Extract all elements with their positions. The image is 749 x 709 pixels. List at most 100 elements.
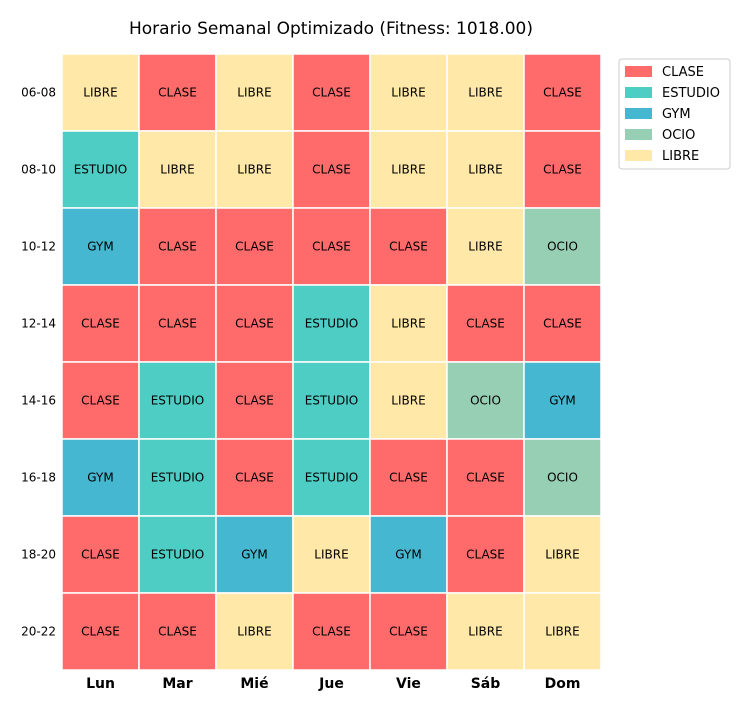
cell-label: LIBRE xyxy=(468,240,502,254)
cell-label: ESTUDIO xyxy=(305,471,359,485)
y-tick-label: 18-20 xyxy=(21,548,56,562)
cell-label: CLASE xyxy=(81,625,120,639)
cell-Lun-20-22: CLASE xyxy=(61,592,140,671)
cell-Vie-20-22: CLASE xyxy=(369,592,448,671)
cell-label: CLASE xyxy=(389,471,428,485)
cell-Dom-08-10: CLASE xyxy=(523,130,602,209)
cell-Lun-18-20: CLASE xyxy=(61,515,140,594)
y-tick-label: 12-14 xyxy=(21,317,56,331)
cell-Jue-14-16: ESTUDIO xyxy=(292,361,371,440)
cell-Sáb-16-18: CLASE xyxy=(446,438,525,517)
cell-label: LIBRE xyxy=(237,625,271,639)
y-tick-label: 20-22 xyxy=(21,625,56,639)
cell-label: LIBRE xyxy=(314,548,348,562)
cell-label: LIBRE xyxy=(468,163,502,177)
cell-rect xyxy=(523,130,602,209)
x-tick-label: Mar xyxy=(162,676,192,692)
cell-label: CLASE xyxy=(466,471,505,485)
cell-Mar-06-08: CLASE xyxy=(138,53,217,132)
legend-label: OCIO xyxy=(662,128,695,143)
legend-swatch xyxy=(625,108,652,119)
cell-label: CLASE xyxy=(235,240,274,254)
cell-rect xyxy=(215,207,294,286)
cell-Sáb-08-10: LIBRE xyxy=(446,130,525,209)
cell-rect xyxy=(446,515,525,594)
cell-Mié-12-14: CLASE xyxy=(215,284,294,363)
cell-Jue-08-10: CLASE xyxy=(292,130,371,209)
cell-label: CLASE xyxy=(81,317,120,331)
cell-label: CLASE xyxy=(543,163,582,177)
cell-rect xyxy=(446,592,525,671)
cell-rect xyxy=(292,284,371,363)
cell-Lun-08-10: ESTUDIO xyxy=(61,130,140,209)
cell-Vie-18-20: GYM xyxy=(369,515,448,594)
cell-rect xyxy=(523,438,602,517)
x-axis-ticks: Lun Mar Mié Jue Vie Sáb Dom xyxy=(86,676,580,692)
cell-rect xyxy=(61,438,140,517)
cell-rect xyxy=(61,284,140,363)
cell-rect xyxy=(369,207,448,286)
cell-label: CLASE xyxy=(81,548,120,562)
cell-label: CLASE xyxy=(543,317,582,331)
y-tick-label: 14-16 xyxy=(21,394,56,408)
cell-Mié-10-12: CLASE xyxy=(215,207,294,286)
cell-Jue-06-08: CLASE xyxy=(292,53,371,132)
cell-label: ESTUDIO xyxy=(305,394,359,408)
cell-Dom-18-20: LIBRE xyxy=(523,515,602,594)
cell-Dom-14-16: GYM xyxy=(523,361,602,440)
cell-rect xyxy=(446,53,525,132)
cell-label: CLASE xyxy=(235,394,274,408)
cell-label: OCIO xyxy=(470,394,501,408)
cell-rect xyxy=(369,592,448,671)
cell-Lun-14-16: CLASE xyxy=(61,361,140,440)
cell-label: OCIO xyxy=(547,471,578,485)
y-axis-ticks: 06-08 08-10 10-12 12-14 14-16 16-18 18-20 20-22 xyxy=(21,86,56,639)
x-tick-label: Lun xyxy=(86,676,115,692)
cell-label: GYM xyxy=(87,240,113,254)
cell-Vie-10-12: CLASE xyxy=(369,207,448,286)
cell-Lun-06-08: LIBRE xyxy=(61,53,140,132)
cell-rect xyxy=(138,207,217,286)
cell-rect xyxy=(523,284,602,363)
cell-rect xyxy=(369,130,448,209)
x-tick-label: Mié xyxy=(240,676,268,692)
cell-rect xyxy=(61,53,140,132)
cell-Vie-12-14: LIBRE xyxy=(369,284,448,363)
legend-swatch xyxy=(625,66,652,77)
cell-Lun-16-18: GYM xyxy=(61,438,140,517)
cell-Mié-20-22: LIBRE xyxy=(215,592,294,671)
cell-Sáb-20-22: LIBRE xyxy=(446,592,525,671)
legend-swatch xyxy=(625,150,652,161)
cell-rect xyxy=(138,438,217,517)
cell-Dom-10-12: OCIO xyxy=(523,207,602,286)
cell-rect xyxy=(61,130,140,209)
cell-rect xyxy=(523,207,602,286)
cell-rect xyxy=(292,592,371,671)
cell-label: CLASE xyxy=(312,625,351,639)
cell-Vie-06-08: LIBRE xyxy=(369,53,448,132)
cell-label: CLASE xyxy=(312,240,351,254)
y-tick-label: 08-10 xyxy=(21,163,56,177)
cell-Mié-06-08: LIBRE xyxy=(215,53,294,132)
cell-Vie-14-16: LIBRE xyxy=(369,361,448,440)
x-tick-label: Jue xyxy=(318,676,344,692)
cell-Dom-06-08: CLASE xyxy=(523,53,602,132)
cell-Mié-16-18: CLASE xyxy=(215,438,294,517)
heatmap-cells: LIBRE CLASE LIBRE CLASE LIBRE LIBRE CLASE ESTUD… xyxy=(61,53,602,671)
cell-label: CLASE xyxy=(158,86,197,100)
cell-Jue-12-14: ESTUDIO xyxy=(292,284,371,363)
cell-Sáb-06-08: LIBRE xyxy=(446,53,525,132)
cell-rect xyxy=(215,361,294,440)
cell-label: OCIO xyxy=(547,240,578,254)
cell-Dom-16-18: OCIO xyxy=(523,438,602,517)
cell-Jue-10-12: CLASE xyxy=(292,207,371,286)
cell-label: LIBRE xyxy=(83,86,117,100)
legend-label: GYM xyxy=(662,107,691,122)
cell-label: LIBRE xyxy=(160,163,194,177)
cell-Sáb-18-20: CLASE xyxy=(446,515,525,594)
cell-label: CLASE xyxy=(312,163,351,177)
cell-label: CLASE xyxy=(389,625,428,639)
cell-Sáb-14-16: OCIO xyxy=(446,361,525,440)
cell-Mar-20-22: CLASE xyxy=(138,592,217,671)
